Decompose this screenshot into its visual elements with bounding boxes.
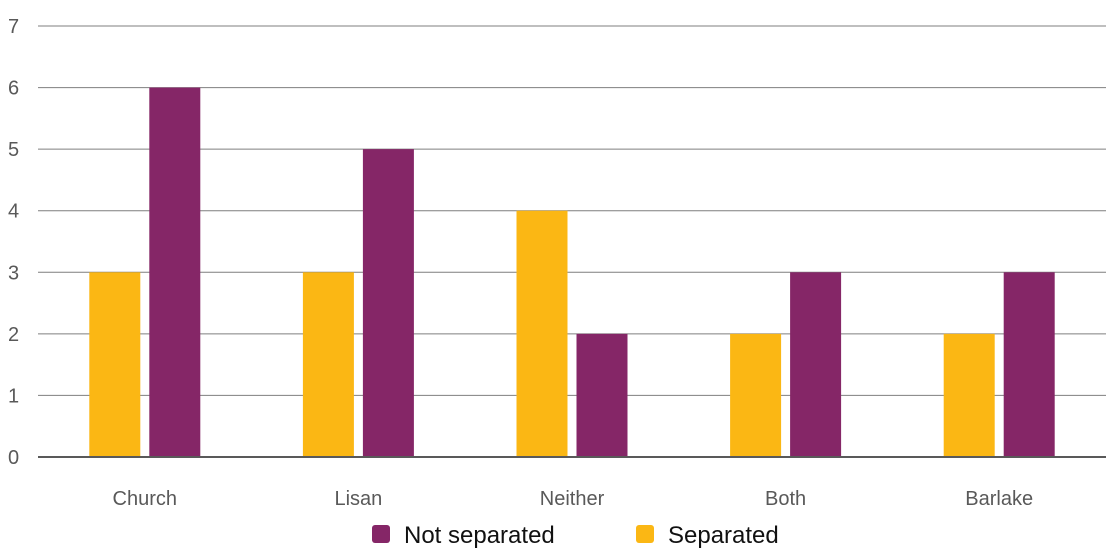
bar-separated [302, 272, 354, 457]
bar-not-separated [1003, 272, 1055, 457]
x-axis-category-labels: Church Lisan Neither Both Barlake [113, 488, 1034, 510]
bars [89, 87, 1055, 458]
x-category-label: Neither [540, 488, 605, 510]
y-tick-label: 5 [8, 139, 19, 161]
legend-swatch [372, 525, 390, 543]
x-category-label: Barlake [965, 488, 1033, 510]
legend-label: Separated [668, 522, 779, 549]
bar-not-separated [149, 87, 201, 458]
gridlines [38, 25, 1106, 396]
y-tick-label: 3 [8, 262, 19, 284]
bar-separated [89, 272, 141, 457]
y-tick-label: 1 [8, 385, 19, 407]
bar-separated [730, 333, 782, 457]
x-category-label: Lisan [334, 488, 382, 510]
bar-separated [943, 333, 995, 457]
y-tick-label: 2 [8, 324, 19, 346]
bar-not-separated [576, 333, 628, 457]
x-category-label: Church [113, 488, 177, 510]
legend: Not separated Separated [372, 522, 779, 549]
y-axis-tick-labels: 0 1 2 3 4 5 6 7 [8, 16, 19, 469]
x-category-label: Both [765, 488, 806, 510]
y-tick-label: 7 [8, 16, 19, 38]
y-tick-label: 4 [8, 201, 19, 223]
y-tick-label: 6 [8, 78, 19, 100]
bar-not-separated [362, 149, 414, 457]
legend-label: Not separated [404, 522, 555, 549]
bar-not-separated [790, 272, 842, 457]
y-tick-label: 0 [8, 447, 19, 469]
bar-separated [516, 210, 568, 457]
legend-swatch [636, 525, 654, 543]
